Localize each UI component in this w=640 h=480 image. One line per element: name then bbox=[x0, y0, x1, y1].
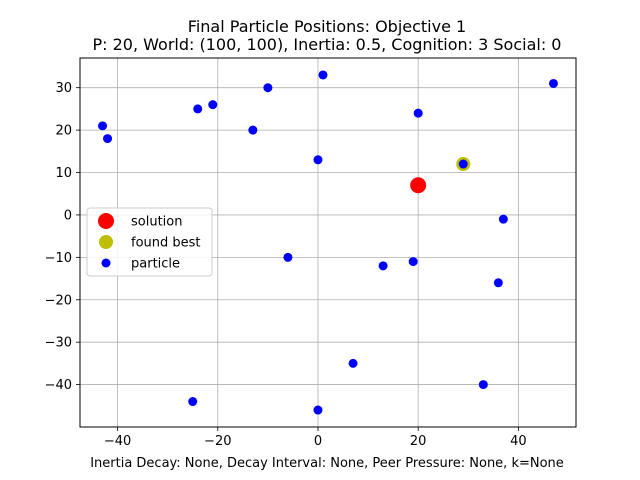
particle-point bbox=[493, 278, 503, 288]
y-tick-label: −40 bbox=[45, 378, 72, 393]
y-tick-label: −10 bbox=[45, 251, 72, 266]
particle-point bbox=[313, 155, 323, 165]
plot-frame bbox=[79, 57, 577, 428]
y-tick-label: −30 bbox=[45, 336, 72, 351]
x-tick-label: 40 bbox=[510, 434, 527, 449]
particle-point bbox=[103, 134, 113, 144]
particle-point bbox=[413, 108, 423, 118]
particle-point bbox=[208, 100, 218, 110]
y-tick-label: 10 bbox=[55, 166, 72, 181]
particle-point bbox=[313, 405, 323, 415]
legend-marker-solution bbox=[98, 213, 114, 229]
legend-box bbox=[86, 207, 213, 277]
y-tick-label: 20 bbox=[55, 124, 72, 139]
particle-point bbox=[283, 252, 293, 262]
x-axis-label: Inertia Decay: None, Decay Interval: Non… bbox=[90, 456, 564, 471]
particle-point bbox=[318, 70, 328, 80]
legend: solution found best particle bbox=[86, 207, 213, 277]
y-tick-label: 30 bbox=[55, 81, 72, 96]
particle-point bbox=[348, 358, 358, 368]
legend-label-solution: solution bbox=[131, 215, 182, 230]
particle-point bbox=[188, 397, 198, 407]
x-tick-label: 20 bbox=[410, 434, 427, 449]
particle-point bbox=[378, 261, 388, 271]
particle-point bbox=[408, 257, 418, 267]
solution-point bbox=[410, 177, 427, 194]
legend-label-found-best: found best bbox=[131, 236, 201, 251]
x-tick-label: −20 bbox=[204, 434, 231, 449]
chart-title: Final Particle Positions: Objective 1 bbox=[188, 17, 466, 36]
particle-point bbox=[98, 121, 108, 131]
data-marks bbox=[98, 70, 558, 415]
particle-point bbox=[248, 125, 258, 135]
x-tick-label: −40 bbox=[104, 434, 131, 449]
chart-subtitle: P: 20, World: (100, 100), Inertia: 0.5, … bbox=[93, 35, 562, 54]
x-tick-label: 0 bbox=[314, 434, 322, 449]
legend-marker-particle bbox=[101, 258, 111, 268]
particle-point bbox=[263, 83, 273, 93]
particle-point bbox=[548, 78, 558, 88]
particle-point bbox=[498, 214, 508, 224]
legend-marker-found-best bbox=[99, 235, 113, 249]
axis-ticks: −40 −20 0 20 40 −40 −30 −20 −10 0 10 20 30 bbox=[45, 81, 527, 449]
y-tick-label: 0 bbox=[64, 208, 72, 223]
particle-point bbox=[193, 104, 203, 114]
y-tick-label: −20 bbox=[45, 293, 72, 308]
particle-point bbox=[478, 380, 488, 390]
particle-point bbox=[458, 159, 468, 169]
legend-label-particle: particle bbox=[131, 257, 180, 272]
